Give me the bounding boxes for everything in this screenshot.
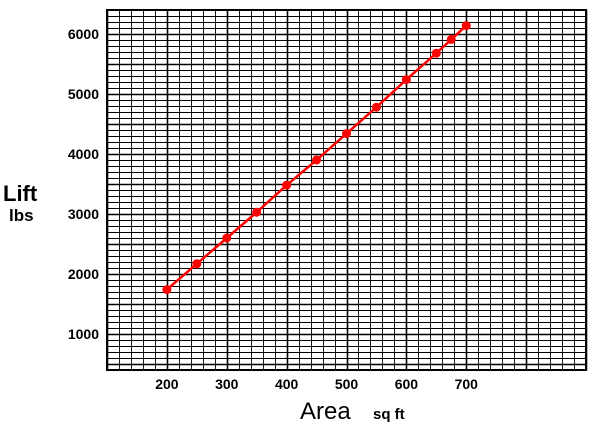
data-point <box>312 155 322 165</box>
data-series <box>162 21 471 295</box>
x-tick-label: 200 <box>155 376 179 392</box>
data-point <box>192 259 202 269</box>
data-point <box>461 21 471 31</box>
x-tick-label: 300 <box>215 376 239 392</box>
x-axis-title: Area <box>300 398 351 422</box>
y-tick-label: 5000 <box>68 86 99 102</box>
x-tick-label: 700 <box>455 376 479 392</box>
data-point <box>431 48 441 58</box>
y-tick-label: 3000 <box>68 206 99 222</box>
y-tick-label: 2000 <box>68 266 99 282</box>
data-point <box>282 180 292 190</box>
x-tick-label: 600 <box>395 376 419 392</box>
x-tick-label: 500 <box>335 376 359 392</box>
y-axis-unit: lbs <box>9 206 34 225</box>
data-point <box>371 102 381 112</box>
data-point <box>222 233 232 243</box>
y-tick-label: 6000 <box>68 26 99 42</box>
x-tick-label: 400 <box>275 376 299 392</box>
y-axis-title: Lift <box>3 181 38 206</box>
y-tick-label: 4000 <box>68 146 99 162</box>
grid <box>106 9 588 371</box>
data-point <box>342 129 351 139</box>
data-point <box>162 285 172 295</box>
data-point <box>252 207 262 217</box>
plot-frame <box>106 9 587 371</box>
y-tick-label: 1000 <box>68 326 99 342</box>
x-axis-unit: sq ft <box>373 406 405 422</box>
data-point <box>401 75 411 85</box>
data-point <box>446 34 456 44</box>
tick-labels: 200 300 400 500 600 700 1000 2000 3000 4000 5000 60… <box>68 26 478 392</box>
